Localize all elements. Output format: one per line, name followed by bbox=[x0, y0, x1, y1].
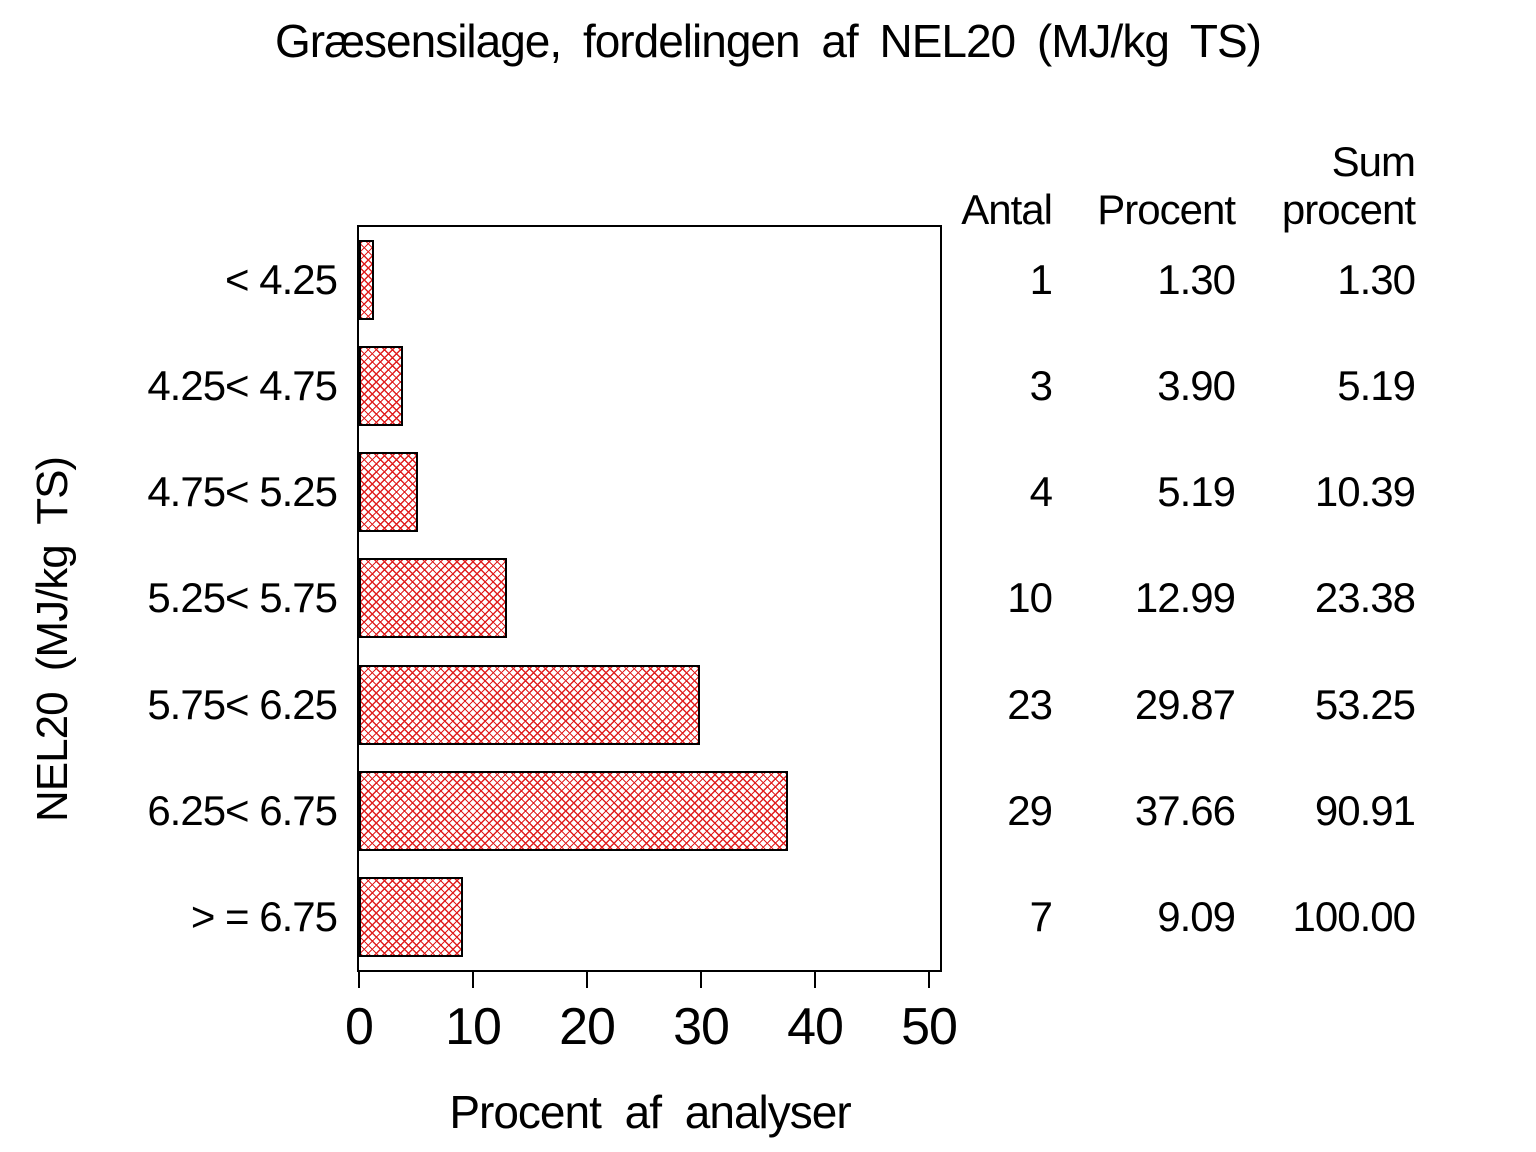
category-label-2: 4.25< 4.75 bbox=[147, 362, 338, 409]
table-cell-procent-row-4: 12.99 bbox=[1134, 574, 1236, 621]
table-header-procent: Procent bbox=[1097, 186, 1236, 233]
table-header-sum-line1: Sum bbox=[1331, 138, 1416, 185]
table-cell-sum_procent-row-5: 53.25 bbox=[1314, 681, 1416, 728]
category-label-6: 6.25< 6.75 bbox=[147, 787, 338, 834]
x-axis-tick-50 bbox=[928, 972, 930, 988]
table-header-sum-line2: procent bbox=[1281, 186, 1416, 233]
table-cell-antal-row-4: 10 bbox=[1007, 574, 1053, 621]
x-axis-tick-20 bbox=[586, 972, 588, 988]
table-cell-antal-row-7: 7 bbox=[1029, 893, 1053, 940]
category-label-1: < 4.25 bbox=[225, 256, 338, 303]
histogram-bar-5 bbox=[359, 665, 700, 745]
plot-area bbox=[357, 225, 942, 972]
table-cell-sum_procent-row-7: 100.00 bbox=[1292, 893, 1416, 940]
x-axis-tick-0 bbox=[358, 972, 360, 988]
table-cell-antal-row-6: 29 bbox=[1007, 787, 1053, 834]
x-axis-title: Procent af analyser bbox=[449, 1086, 851, 1138]
histogram-bar-1 bbox=[359, 240, 374, 320]
x-axis-tick-10 bbox=[472, 972, 474, 988]
chart-title: Græsensilage, fordelingen af NEL20 (MJ/k… bbox=[275, 15, 1262, 67]
table-cell-antal-row-2: 3 bbox=[1029, 362, 1053, 409]
x-axis-tick-label-50: 50 bbox=[901, 998, 958, 1056]
category-label-4: 5.25< 5.75 bbox=[147, 574, 338, 621]
x-axis-tick-label-10: 10 bbox=[445, 998, 502, 1056]
table-cell-procent-row-6: 37.66 bbox=[1134, 787, 1236, 834]
table-cell-antal-row-3: 4 bbox=[1029, 468, 1053, 515]
histogram-bar-3 bbox=[359, 452, 418, 532]
category-label-3: 4.75< 5.25 bbox=[147, 468, 338, 515]
table-cell-procent-row-7: 9.09 bbox=[1157, 893, 1236, 940]
table-cell-sum_procent-row-2: 5.19 bbox=[1337, 362, 1416, 409]
histogram-bar-6 bbox=[359, 771, 788, 851]
table-cell-sum_procent-row-4: 23.38 bbox=[1314, 574, 1416, 621]
table-cell-procent-row-3: 5.19 bbox=[1157, 468, 1236, 515]
histogram-bar-2 bbox=[359, 346, 403, 426]
histogram-bar-7 bbox=[359, 877, 463, 957]
table-cell-procent-row-2: 3.90 bbox=[1157, 362, 1236, 409]
table-cell-procent-row-1: 1.30 bbox=[1157, 256, 1236, 303]
x-axis-tick-30 bbox=[700, 972, 702, 988]
table-cell-procent-row-5: 29.87 bbox=[1134, 681, 1236, 728]
table-cell-antal-row-5: 23 bbox=[1007, 681, 1053, 728]
histogram-bar-4 bbox=[359, 558, 507, 638]
table-cell-sum_procent-row-1: 1.30 bbox=[1337, 256, 1416, 303]
x-axis-tick-label-30: 30 bbox=[673, 998, 730, 1056]
table-cell-antal-row-1: 1 bbox=[1029, 256, 1053, 303]
table-cell-sum_procent-row-3: 10.39 bbox=[1314, 468, 1416, 515]
category-label-5: 5.75< 6.25 bbox=[147, 681, 338, 728]
x-axis-tick-label-0: 0 bbox=[345, 998, 374, 1056]
x-axis-tick-label-20: 20 bbox=[559, 998, 616, 1056]
table-header-antal: Antal bbox=[961, 186, 1053, 233]
x-axis-tick-label-40: 40 bbox=[787, 998, 844, 1056]
category-label-7: > = 6.75 bbox=[190, 893, 338, 940]
x-axis-tick-40 bbox=[814, 972, 816, 988]
table-cell-sum_procent-row-6: 90.91 bbox=[1314, 787, 1416, 834]
